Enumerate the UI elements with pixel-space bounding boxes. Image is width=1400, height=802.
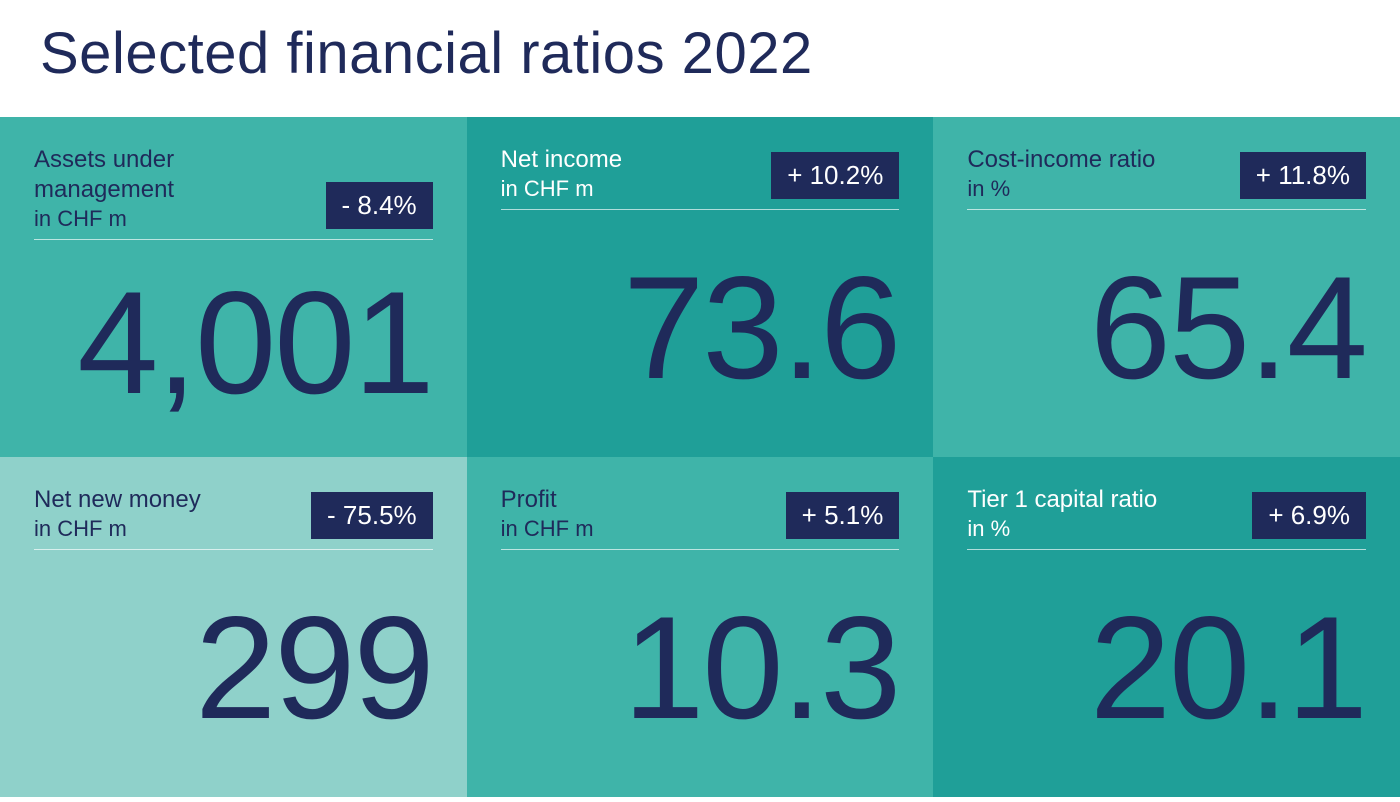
tile-title: Net income — [501, 145, 622, 175]
tile-unit: in CHF m — [34, 515, 201, 543]
metric-tile: Net new money in CHF m - 75.5% 299 — [0, 457, 467, 797]
metrics-grid: Assets under management in CHF m - 8.4% … — [0, 117, 1400, 797]
change-badge: + 10.2% — [771, 152, 899, 199]
tile-title: Profit — [501, 485, 594, 515]
tile-labels: Profit in CHF m — [501, 485, 594, 543]
tile-title: Net new money — [34, 485, 201, 515]
change-badge: + 11.8% — [1240, 152, 1366, 199]
tile-value: 4,001 — [34, 240, 433, 440]
tile-value: 20.1 — [967, 550, 1366, 780]
tile-header: Assets under management in CHF m - 8.4% — [34, 145, 433, 240]
tile-value: 10.3 — [501, 550, 900, 780]
tile-unit: in CHF m — [34, 205, 314, 233]
tile-title: Cost-income ratio — [967, 145, 1155, 175]
tile-header: Tier 1 capital ratio in % + 6.9% — [967, 485, 1366, 550]
tile-unit: in CHF m — [501, 175, 622, 203]
metric-tile: Cost-income ratio in % + 11.8% 65.4 — [933, 117, 1400, 457]
tile-unit: in CHF m — [501, 515, 594, 543]
tile-value: 299 — [34, 550, 433, 780]
tile-value: 73.6 — [501, 210, 900, 440]
tile-unit: in % — [967, 175, 1155, 203]
metric-tile: Assets under management in CHF m - 8.4% … — [0, 117, 467, 457]
tile-labels: Cost-income ratio in % — [967, 145, 1155, 203]
metric-tile: Profit in CHF m + 5.1% 10.3 — [467, 457, 934, 797]
page-title: Selected financial ratios 2022 — [0, 0, 1400, 117]
tile-header: Net new money in CHF m - 75.5% — [34, 485, 433, 550]
tile-labels: Tier 1 capital ratio in % — [967, 485, 1157, 543]
tile-header: Profit in CHF m + 5.1% — [501, 485, 900, 550]
change-badge: + 6.9% — [1252, 492, 1366, 539]
tile-labels: Assets under management in CHF m — [34, 145, 314, 233]
change-badge: - 75.5% — [311, 492, 433, 539]
change-badge: - 8.4% — [326, 182, 433, 229]
tile-title: Assets under management — [34, 145, 314, 205]
change-badge: + 5.1% — [786, 492, 900, 539]
tile-value: 65.4 — [967, 210, 1366, 440]
metric-tile: Net income in CHF m + 10.2% 73.6 — [467, 117, 934, 457]
tile-title: Tier 1 capital ratio — [967, 485, 1157, 515]
tile-header: Net income in CHF m + 10.2% — [501, 145, 900, 210]
tile-labels: Net new money in CHF m — [34, 485, 201, 543]
tile-unit: in % — [967, 515, 1157, 543]
metric-tile: Tier 1 capital ratio in % + 6.9% 20.1 — [933, 457, 1400, 797]
tile-header: Cost-income ratio in % + 11.8% — [967, 145, 1366, 210]
tile-labels: Net income in CHF m — [501, 145, 622, 203]
